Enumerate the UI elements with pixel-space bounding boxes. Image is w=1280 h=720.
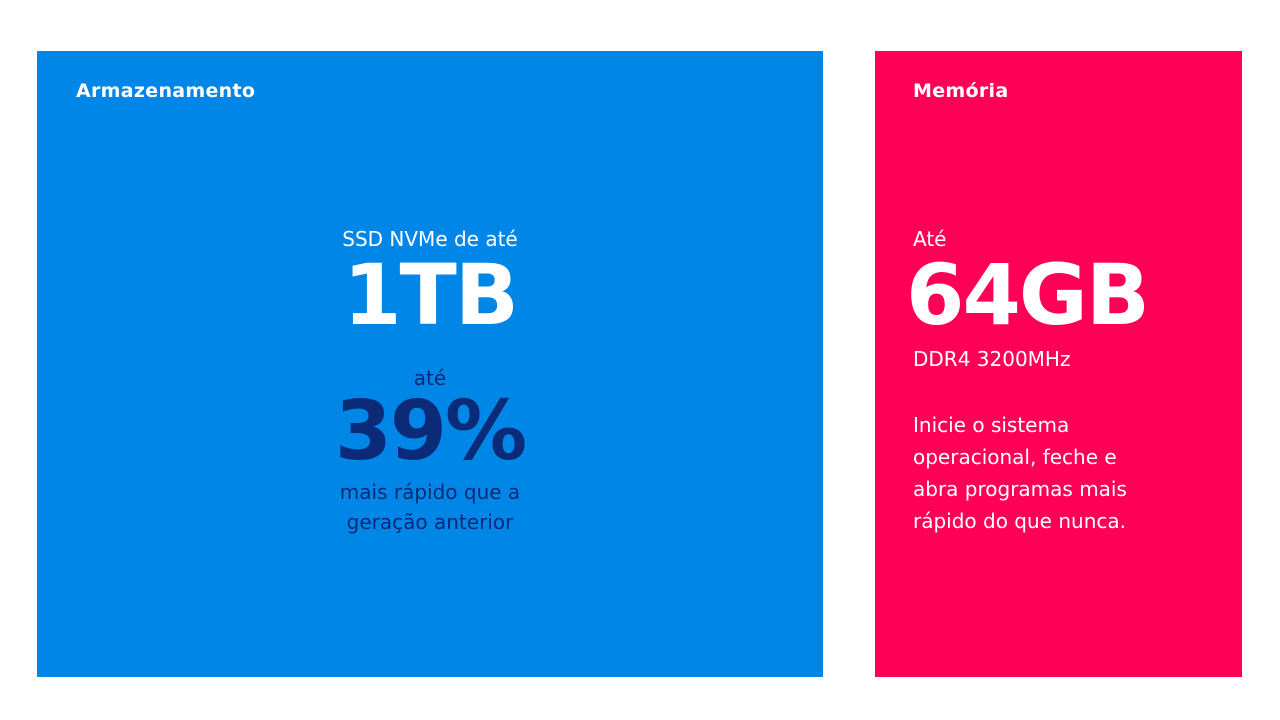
storage-description: mais rápido que a geração anterior [37, 477, 823, 537]
storage-description-line: geração anterior [346, 510, 514, 534]
memory-highlight: Até 64GB DDR4 3200MHz Inicie o sistema o… [906, 225, 1233, 537]
memory-capacity: 64GB [906, 246, 1150, 344]
memory-card: Memória Até 64GB DDR4 3200MHz Inicie o s… [875, 51, 1242, 677]
memory-description-line: rápido do que nunca. [913, 509, 1126, 533]
storage-capacity: 1TB [343, 246, 519, 344]
memory-description-line: abra programas mais [913, 477, 1127, 501]
storage-card: Armazenamento SSD NVMe de até 1TB até 39… [37, 51, 823, 677]
memory-pre-text: Até [913, 227, 947, 251]
memory-description: Inicie o sistema operacional, feche e ab… [913, 409, 1153, 537]
storage-description-line: mais rápido que a [339, 480, 521, 504]
memory-description-line: Inicie o sistema [913, 413, 1070, 437]
memory-title: Memória [913, 80, 1009, 102]
storage-highlight: SSD NVMe de até 1TB até 39% mais rápido … [37, 225, 823, 537]
storage-ate-text: até [413, 366, 447, 390]
storage-speed-percent: 39% [334, 384, 527, 479]
memory-description-line: operacional, feche e [913, 445, 1117, 469]
storage-pre-text: SSD NVMe de até [342, 227, 518, 251]
storage-title: Armazenamento [76, 80, 256, 102]
memory-spec: DDR4 3200MHz [913, 347, 1071, 371]
